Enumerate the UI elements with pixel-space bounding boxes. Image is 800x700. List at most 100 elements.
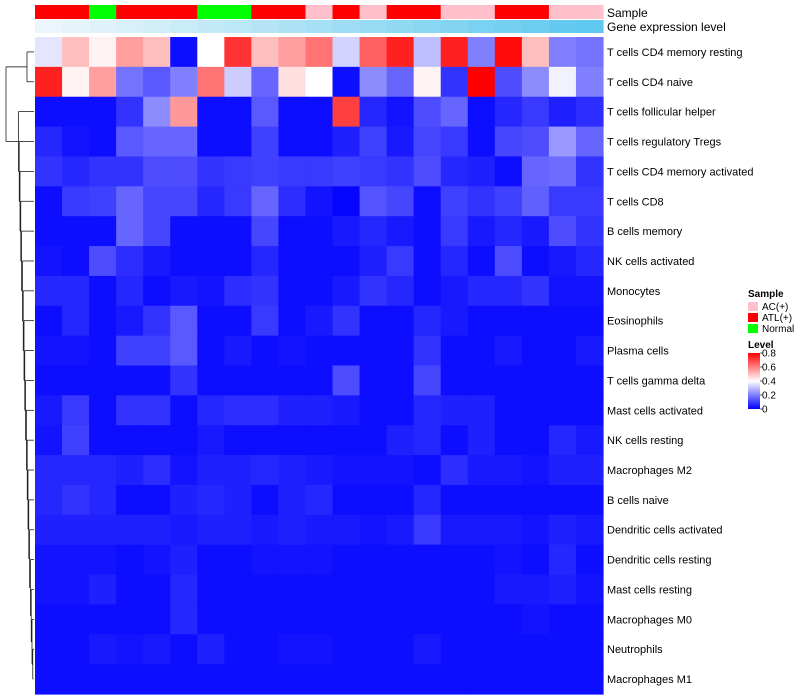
heatmap-cell <box>278 484 307 516</box>
heatmap-cell <box>440 514 469 546</box>
heatmap-cell <box>170 455 198 486</box>
heatmap-cell <box>224 216 252 247</box>
heatmap-cell <box>521 66 550 98</box>
heatmap-cell <box>116 216 144 247</box>
heatmap-cell <box>467 37 496 68</box>
heatmap-cell <box>386 484 415 516</box>
sample-annotation-cell <box>467 5 496 19</box>
heatmap-cell <box>35 484 63 516</box>
heatmap-cell <box>386 156 415 187</box>
heatmap-cell <box>548 246 577 277</box>
heatmap-cell <box>170 186 198 217</box>
heatmap-cell <box>62 305 90 337</box>
heatmap-cell <box>386 216 415 247</box>
sample-legend-title: Sample <box>748 289 784 300</box>
heatmap-cell <box>575 275 604 307</box>
heatmap-cell <box>548 425 577 456</box>
heatmap-cell <box>62 664 90 695</box>
row-label: Macrophages M2 <box>607 465 692 477</box>
heatmap-cell <box>413 544 442 576</box>
heatmap-cell <box>278 395 307 426</box>
heatmap-cell <box>521 425 550 456</box>
heatmap-cell <box>332 365 361 396</box>
heatmap-cell <box>278 96 307 128</box>
heatmap-cell <box>170 634 198 665</box>
heatmap-cell <box>575 604 604 635</box>
heatmap-cell <box>548 275 577 307</box>
heatmap-cell <box>467 305 496 337</box>
heatmap-cell <box>413 335 442 367</box>
heatmap-cell <box>224 156 252 187</box>
heatmap-cell <box>359 604 388 635</box>
heatmap-cell <box>251 604 280 635</box>
heatmap-cell <box>197 305 225 337</box>
gene-annotation-cell <box>521 20 550 33</box>
heatmap-cell <box>359 365 388 396</box>
heatmap-cell <box>116 335 144 367</box>
heatmap-cell <box>278 305 307 337</box>
heatmap-cell <box>521 544 550 576</box>
heatmap-cell <box>575 634 604 665</box>
heatmap-cell <box>332 664 361 695</box>
sample-annotation-label: Sample <box>607 6 648 20</box>
heatmap-cell <box>35 66 63 98</box>
heatmap-cell <box>116 455 144 486</box>
heatmap-cell <box>278 335 307 367</box>
heatmap-cell <box>494 425 523 456</box>
heatmap-cell <box>440 634 469 665</box>
heatmap-cell <box>197 126 225 158</box>
sample-annotation-cell <box>386 5 415 19</box>
sample-annotation-cell <box>359 5 388 19</box>
heatmap-cell <box>251 634 280 665</box>
heatmap-cell <box>467 395 496 426</box>
heatmap-cell <box>62 484 90 516</box>
heatmap-cell <box>89 305 117 337</box>
heatmap-cell <box>494 335 523 367</box>
row-labels: T cells CD4 memory resting T cells CD4 na… <box>607 47 754 686</box>
heatmap-cell <box>251 305 280 337</box>
heatmap-cell <box>467 484 496 516</box>
heatmap-cell <box>35 544 63 576</box>
heatmap-cell <box>521 365 550 396</box>
heatmap-cell <box>440 395 469 426</box>
heatmap-cell <box>548 544 577 576</box>
heatmap-cell <box>197 395 225 426</box>
heatmap-cell <box>116 664 144 695</box>
heatmap-cell <box>413 37 442 68</box>
heatmap-cell <box>278 156 307 187</box>
heatmap-cell <box>35 574 63 606</box>
heatmap-cell <box>386 126 415 158</box>
heatmap-cell <box>494 37 523 68</box>
heatmap-cell <box>62 544 90 576</box>
heatmap-cell <box>359 395 388 426</box>
heatmap-cell <box>89 514 117 546</box>
row-label: T cells CD4 memory resting <box>607 47 743 59</box>
heatmap-cell <box>170 425 198 456</box>
row-label: Mast cells activated <box>607 405 703 417</box>
heatmap-cell <box>521 484 550 516</box>
heatmap-cell <box>35 305 63 337</box>
heatmap-cell <box>521 156 550 187</box>
heatmap-cell <box>548 574 577 606</box>
heatmap-cell <box>494 186 523 217</box>
heatmap-cell <box>197 156 225 187</box>
heatmap-cell <box>467 216 496 247</box>
heatmap-cell <box>143 66 171 98</box>
sample-annotation-cell <box>89 5 117 19</box>
heatmap-cell <box>440 156 469 187</box>
heatmap-cell <box>224 395 252 426</box>
heatmap-cell <box>494 96 523 128</box>
heatmap-cell <box>224 425 252 456</box>
heatmap-cell <box>224 335 252 367</box>
heatmap-cell <box>575 395 604 426</box>
heatmap-cell <box>170 544 198 576</box>
heatmap-cell <box>62 156 90 187</box>
heatmap-cell <box>440 664 469 695</box>
heatmap-cell <box>386 574 415 606</box>
heatmap-cell <box>89 156 117 187</box>
heatmap-cell <box>359 514 388 546</box>
heatmap-cell <box>170 216 198 247</box>
heatmap-cell <box>386 604 415 635</box>
heatmap-cell <box>62 66 90 98</box>
heatmap-cell <box>467 335 496 367</box>
